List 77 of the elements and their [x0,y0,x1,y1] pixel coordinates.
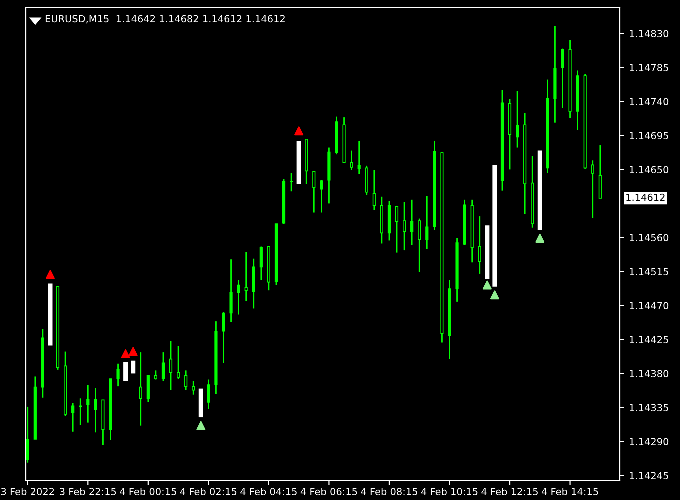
y-tick-label: 1.14245 [630,472,668,480]
y-tick-label: 1.14290 [630,438,669,446]
y-tick-label: 1.14470 [630,302,669,310]
x-tick-label: 4 Feb 10:15 [421,488,478,496]
y-tick-label: 1.14695 [630,132,668,140]
point [482,280,492,290]
y-tick-label: 1.14740 [630,98,669,106]
candlestick [184,370,188,392]
candlestick [561,48,564,110]
candlestick [598,144,602,200]
candlestick [426,195,429,250]
candlestick [312,171,316,214]
candlestick [26,406,30,464]
x-tick-label: 4 Feb 08:15 [361,488,418,496]
y-tick-label: 1.14425 [630,336,668,344]
x-tick-label: 4 Feb 04:15 [240,488,297,496]
candlestick [177,346,180,380]
candlestick [418,218,422,274]
candlestick [79,398,82,426]
candlestick [139,352,142,427]
candlestick [478,216,482,275]
bar [131,360,136,374]
candlestick [260,246,263,281]
candlestick [162,352,166,382]
y-tick-label: 1.14560 [630,234,669,242]
candlestick [207,379,210,410]
candlestick [372,170,376,212]
x-tick-label: 4 Feb 00:15 [120,488,176,496]
bar [296,140,302,184]
x-tick-label: 4 Feb 02:15 [180,488,237,496]
y-tick-label: 1.14335 [630,404,668,412]
candlestick [146,375,150,404]
text: 1.14612 [626,194,665,202]
candlestick [154,370,158,380]
bar [485,226,490,280]
y-tick-label: 1.14785 [630,64,668,72]
candlestick [72,402,75,433]
bar [48,284,53,346]
y-tick-label: 1.14515 [630,268,668,276]
point [536,234,545,243]
x-tick-label: 4 Feb 12:15 [482,488,538,496]
candlestick [230,258,233,324]
candlestick [86,384,90,424]
text: EURUSD,M15 1.14642 1.14682 1.14612 1.14612 [46,15,285,24]
x-tick-label: 3 Feb 22:15 [60,488,116,496]
candlestick [358,140,361,175]
candlestick [395,205,399,254]
point [490,290,500,300]
candlestick [320,180,324,214]
x-tick-label: 4 Feb 06:15 [300,488,358,496]
point [294,126,304,136]
bar [492,165,498,287]
point [196,421,206,430]
candlestick [222,312,226,364]
candlestick [410,199,414,246]
x-tick-label: 4 Feb 14:15 [542,488,598,496]
y-tick-label: 1.14830 [630,30,669,38]
candlestick [116,363,120,388]
candlestick [591,160,594,219]
candlestick [169,340,173,392]
x-tick-label: 3 Feb 2022 [1,488,54,496]
bar [124,362,128,382]
candlestick [516,90,520,148]
candlestick [350,150,354,172]
y-tick-label: 1.14650 [630,166,669,174]
point [46,270,55,280]
bar [538,150,542,230]
candlestick [237,279,240,316]
candlestick [403,201,406,252]
y-tick-label: 1.14380 [630,370,669,378]
candlestick [289,172,294,192]
candlestick [244,251,248,302]
candlestick [192,380,196,396]
point [121,350,130,359]
candlestick [94,387,98,434]
bar [198,388,204,418]
point [128,347,138,356]
